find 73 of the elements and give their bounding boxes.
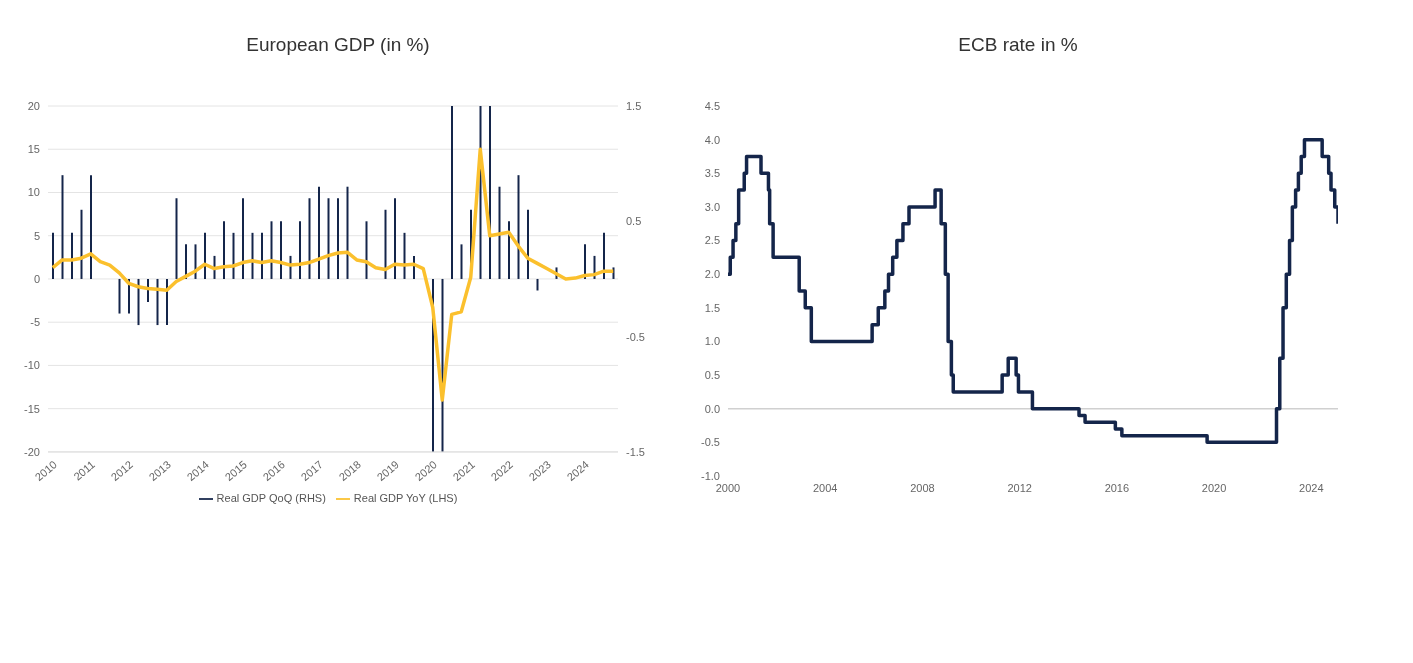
y-tick-label: 1.5 — [704, 301, 720, 314]
bar — [337, 198, 339, 279]
bar — [270, 221, 273, 279]
x-tick-label: 2020 — [1201, 481, 1227, 494]
y-tick-label: 2.0 — [704, 268, 720, 281]
y-tick-label: -20 — [24, 445, 40, 458]
legend-label: Real GDP QoQ (RHS) — [216, 491, 326, 504]
y-tick-label: -5 — [30, 316, 40, 329]
y-tick-label: 0.5 — [704, 369, 720, 381]
bar — [118, 278, 121, 314]
bar — [498, 186, 501, 279]
bar — [137, 278, 140, 326]
y2-tick-label: 0.5 — [626, 215, 642, 228]
bar — [52, 232, 54, 279]
y2-tick-label: 1.5 — [626, 99, 642, 112]
bar — [299, 221, 301, 279]
bar — [384, 209, 387, 279]
y2-tick-label: -0.5 — [626, 330, 645, 343]
bar — [460, 244, 463, 279]
y-tick-label: 10 — [27, 186, 40, 199]
y-tick-label: 3.5 — [704, 167, 720, 180]
bar — [251, 232, 254, 279]
bar — [223, 221, 225, 279]
bar — [175, 198, 178, 279]
x-tick-label: 2016 — [1104, 481, 1130, 494]
y-tick-label: -15 — [24, 402, 40, 415]
line-series — [51, 147, 615, 402]
bar — [90, 175, 92, 279]
bar — [80, 209, 83, 279]
bar — [365, 221, 368, 279]
chart-title: ECB rate in % — [957, 34, 1079, 56]
bar — [451, 106, 453, 279]
bar — [508, 221, 510, 279]
y-tick-label: 0 — [33, 272, 40, 285]
bar — [318, 186, 320, 279]
x-tick-label: 2024 — [1299, 481, 1324, 494]
x-tick-label: 2008 — [910, 481, 935, 494]
bar — [346, 186, 349, 279]
bar — [61, 175, 64, 279]
y-tick-label: 4.5 — [704, 99, 720, 112]
bar — [394, 198, 396, 279]
bar — [156, 278, 159, 326]
y-tick-label: 20 — [27, 99, 40, 112]
bar — [166, 278, 168, 326]
y2-tick-label: -1.5 — [626, 445, 645, 458]
y-tick-label: 1.0 — [704, 335, 720, 348]
x-tick-label: 2004 — [812, 481, 838, 494]
bar — [232, 232, 235, 279]
x-tick-label: 2012 — [1007, 481, 1032, 494]
bar — [536, 278, 539, 291]
bar — [489, 106, 491, 279]
bar — [242, 198, 244, 279]
bar — [308, 198, 311, 279]
bar — [280, 221, 282, 279]
bar — [612, 267, 615, 279]
legend-label: Real GDP YoY (LHS) — [353, 491, 458, 504]
y-tick-label: 15 — [27, 143, 40, 156]
bar — [261, 232, 263, 279]
y-tick-label: 4.0 — [704, 133, 720, 146]
bar — [327, 198, 330, 279]
bar — [71, 232, 73, 279]
bar — [584, 244, 586, 279]
y-tick-label: -10 — [24, 359, 40, 372]
bar — [527, 209, 529, 279]
y-tick-label: 0.0 — [704, 402, 720, 415]
y-tick-label: 5 — [33, 229, 40, 242]
y-tick-label: 3.0 — [704, 200, 720, 213]
y-tick-label: -1.0 — [701, 469, 720, 482]
x-tick-label: 2000 — [715, 481, 741, 494]
chart-title: European GDP (in %) — [245, 34, 431, 56]
bar — [517, 175, 520, 279]
y-tick-label: -0.5 — [701, 436, 720, 449]
y-tick-label: 2.5 — [704, 234, 720, 247]
